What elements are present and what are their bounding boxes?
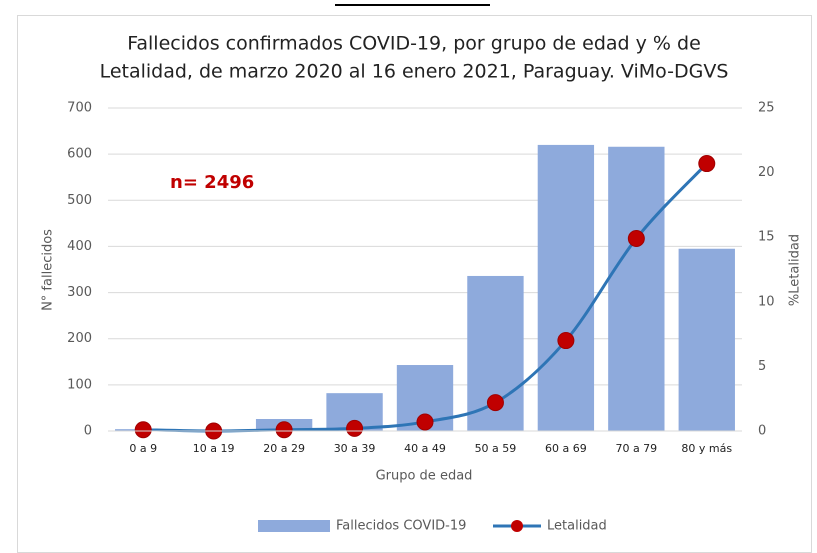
x-tick-label: 0 a 9 xyxy=(129,442,157,455)
legend-label: Fallecidos COVID-19 xyxy=(336,519,466,534)
y2-axis-label: %Letalidad xyxy=(788,234,803,306)
y-tick-label: 100 xyxy=(67,377,92,392)
x-tick-label: 10 a 19 xyxy=(193,442,235,455)
marker xyxy=(486,394,504,412)
legend-swatch xyxy=(511,520,523,532)
bar xyxy=(608,146,665,431)
bar xyxy=(678,248,735,431)
chart-title: Fallecidos confirmados COVID-19, por gru… xyxy=(127,33,701,55)
y2-tick-label: 15 xyxy=(758,230,775,245)
bar xyxy=(537,144,595,431)
legend-label: Letalidad xyxy=(547,519,607,534)
y-tick-label: 200 xyxy=(67,331,92,346)
x-axis-label: Grupo de edad xyxy=(376,469,473,484)
y-tick-label: 700 xyxy=(67,101,92,116)
y-tick-label: 500 xyxy=(67,193,92,208)
marker xyxy=(557,332,575,350)
x-tick-label: 50 a 59 xyxy=(475,442,517,455)
y2-tick-label: 10 xyxy=(758,294,775,309)
x-tick-label: 60 a 69 xyxy=(545,442,587,455)
marker xyxy=(627,229,645,247)
marker xyxy=(416,413,434,431)
y-tick-label: 0 xyxy=(84,424,92,439)
marker xyxy=(275,421,293,439)
y-tick-label: 600 xyxy=(67,147,92,162)
x-tick-label: 80 y más xyxy=(681,442,732,455)
x-tick-label: 40 a 49 xyxy=(404,442,446,455)
legend-swatch xyxy=(258,520,330,532)
y2-tick-label: 20 xyxy=(758,165,775,180)
y-tick-label: 400 xyxy=(67,239,92,254)
marker xyxy=(698,155,716,173)
chart-title: Letalidad, de marzo 2020 al 16 enero 202… xyxy=(100,61,729,83)
y-tick-label: 300 xyxy=(67,285,92,300)
x-tick-label: 70 a 79 xyxy=(615,442,657,455)
annotation: n= 2496 xyxy=(170,172,254,193)
marker xyxy=(346,419,364,437)
y2-tick-label: 25 xyxy=(758,101,775,116)
y2-tick-label: 5 xyxy=(758,359,766,374)
x-tick-label: 20 a 29 xyxy=(263,442,305,455)
x-tick-label: 30 a 39 xyxy=(334,442,376,455)
marker xyxy=(134,421,152,439)
y-axis-label: N° fallecidos xyxy=(41,229,56,311)
y2-tick-label: 0 xyxy=(758,424,766,439)
